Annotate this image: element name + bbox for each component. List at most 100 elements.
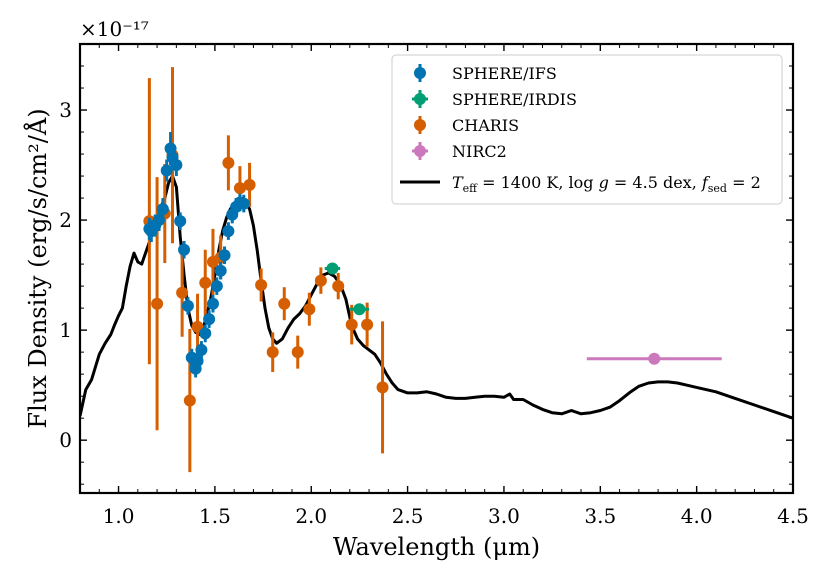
y-tick-label: 2: [59, 208, 72, 232]
legend-marker: [414, 93, 426, 105]
charis-marker: [255, 279, 268, 292]
charis-point: [332, 272, 345, 300]
legend-entry-model: Teff = 1400 K, log g = 4.5 dex, fsed = 2: [400, 173, 761, 195]
sphere-ifs-point: [206, 294, 219, 313]
sphere-ifs-point: [214, 261, 227, 280]
sphere-ifs-point: [237, 194, 250, 213]
x-axis-label: Wavelength (μm): [333, 533, 540, 561]
charis-marker: [222, 156, 235, 169]
legend-frame: [391, 54, 783, 205]
sphere-irdis-point: [324, 262, 341, 275]
charis-marker: [183, 394, 196, 407]
x-tick-label: 3.0: [488, 504, 520, 528]
nirc2-marker: [648, 352, 661, 365]
y-tick-label: 3: [59, 98, 72, 122]
charis-point: [199, 249, 212, 316]
sphere-ifs-marker: [174, 215, 187, 228]
charis-marker: [199, 276, 212, 289]
x-axis-ticks: 1.0 1.5 2.0 2.5 3.0 3.5 4.0 4.5: [98, 44, 809, 528]
sphere-ifs-point: [218, 246, 231, 265]
x-tick-label: 1.0: [103, 504, 135, 528]
sphere-ifs-marker: [199, 327, 212, 340]
charis-point: [255, 268, 268, 302]
y-tick-label: 1: [59, 318, 72, 342]
x-tick-label: 3.5: [584, 504, 616, 528]
x-tick-label: 4.5: [777, 504, 809, 528]
sphere-irdis-point: [349, 303, 370, 316]
charis-marker: [361, 318, 374, 331]
charis-marker: [345, 318, 358, 331]
sphere-irdis-marker: [353, 303, 366, 316]
charis-point: [183, 329, 196, 473]
legend-marker: [414, 119, 426, 131]
legend-entry-sphere-irdis: SPHERE/IRDIS: [412, 90, 577, 109]
legend-label: SPHERE/IFS: [452, 64, 557, 83]
data-points-group: [143, 67, 722, 473]
legend-model-label: Teff = 1400 K, log g = 4.5 dex, fsed = 2: [452, 173, 761, 195]
charis-point: [303, 292, 316, 326]
legend-entry-nirc2: NIRC2: [412, 142, 507, 161]
y-tick-label: 0: [59, 428, 72, 452]
legend-entry-sphere-ifs: SPHERE/IFS: [414, 64, 557, 83]
x-tick-label: 2.0: [295, 504, 327, 528]
sphere-ifs-marker: [237, 197, 250, 210]
legend-label: NIRC2: [452, 142, 507, 161]
legend-marker: [414, 145, 426, 157]
x-tick-label: 1.5: [199, 504, 231, 528]
sphere-ifs-marker: [170, 159, 183, 172]
sphere-ifs-marker: [156, 203, 169, 216]
charis-point: [176, 248, 189, 337]
sphere-ifs-marker: [222, 225, 235, 238]
legend: SPHERE/IFS SPHERE/IRDIS CHARIS NIRC2 Teff = …: [391, 54, 783, 205]
legend-marker: [414, 67, 426, 79]
charis-point: [291, 335, 304, 369]
sphere-ifs-point: [160, 159, 173, 182]
legend-items: SPHERE/IFS SPHERE/IRDIS CHARIS NIRC2 Teff = …: [400, 64, 761, 195]
sphere-irdis-marker: [326, 262, 339, 275]
y-multiplier-label: ×10⁻¹⁷: [80, 17, 149, 41]
charis-marker: [176, 286, 189, 299]
sphere-ifs-marker: [203, 313, 216, 326]
charis-marker: [243, 178, 256, 191]
sphere-ifs-point: [210, 277, 223, 295]
sphere-ifs-marker: [210, 280, 223, 293]
charis-marker: [303, 303, 316, 316]
y-axis-label: Flux Density (erg/s/cm²/Å): [23, 108, 52, 428]
sphere-ifs-marker: [218, 249, 231, 262]
charis-marker: [332, 280, 345, 293]
charis-marker: [376, 381, 389, 394]
charis-marker: [314, 274, 327, 287]
sphere-ifs-point: [199, 324, 212, 343]
legend-label: CHARIS: [452, 116, 519, 135]
charis-marker: [278, 297, 291, 310]
sphere-ifs-point: [174, 212, 187, 230]
sphere-ifs-marker: [195, 343, 208, 356]
nirc2-point: [586, 352, 722, 365]
x-tick-label: 2.5: [392, 504, 424, 528]
charis-marker: [151, 297, 164, 310]
charis-marker: [291, 346, 304, 359]
charis-point: [278, 287, 291, 321]
charis-point: [376, 321, 389, 454]
y-axis-ticks: 0 1 2 3: [59, 65, 793, 485]
charis-point: [222, 135, 235, 191]
charis-point: [345, 304, 358, 345]
charis-point: [243, 162, 256, 207]
legend-entry-charis: CHARIS: [414, 116, 519, 135]
sphere-ifs-marker: [206, 297, 219, 310]
plot-frame: [78, 42, 795, 495]
sphere-ifs-marker: [178, 243, 191, 256]
sphere-ifs-point: [156, 198, 169, 221]
sphere-ifs-point: [170, 154, 183, 177]
sphere-ifs-point: [203, 310, 216, 328]
x-tick-label: 4.0: [681, 504, 713, 528]
sphere-ifs-point: [181, 297, 194, 315]
sphere-ifs-marker: [214, 264, 227, 277]
plot-layer: [80, 67, 793, 473]
charis-point: [314, 267, 327, 294]
sphere-ifs-point: [195, 341, 208, 359]
charis-point: [266, 332, 279, 372]
sphere-ifs-point: [178, 240, 191, 259]
sphere-ifs-marker: [181, 299, 194, 312]
